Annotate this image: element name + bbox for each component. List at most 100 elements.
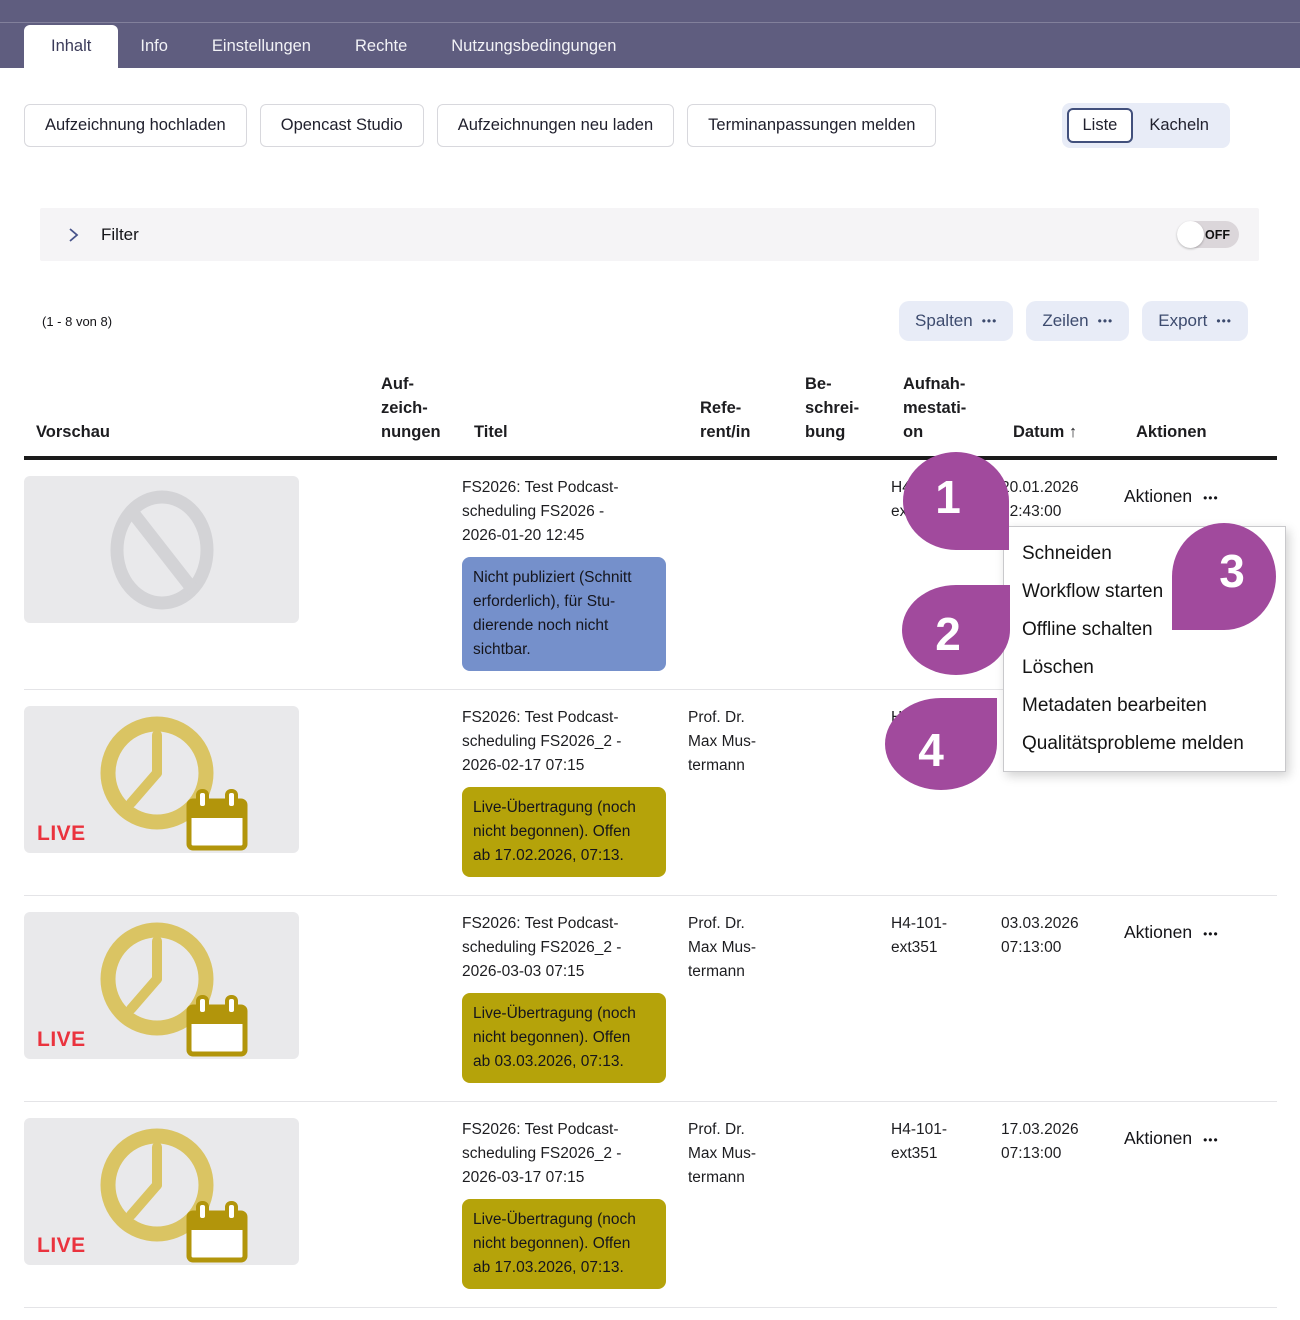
tab-rechte[interactable]: Rechte xyxy=(354,37,408,55)
blocked-icon xyxy=(103,486,221,614)
column-header-aufnah-mestati-on: Aufnah- mestati- on xyxy=(903,375,967,441)
table-row: LIVE FS2026: Test Podcast- scheduling FS2… xyxy=(24,690,1277,896)
status-badge: Nicht publiziert (Schnitt erforderlich),… xyxy=(462,557,666,671)
row-actions-button[interactable]: Aktionen ••• xyxy=(1124,486,1219,507)
referent-cell: Prof. Dr. Max Mus- termann xyxy=(688,915,757,980)
recording-title: FS2026: Test Podcast- scheduling FS2026 … xyxy=(462,479,619,544)
menu-item-metadaten-bearbeiten[interactable]: Metadaten bearbeiten xyxy=(1022,695,1207,716)
filter-accordion[interactable]: Filter OFF xyxy=(40,208,1259,261)
status-badge: Live-Übertragung (noch nicht begonnen). … xyxy=(462,993,666,1083)
row-actions-button[interactable]: Aktionen ••• xyxy=(1124,922,1219,943)
ellipsis-icon: ••• xyxy=(1203,491,1219,505)
date-cell: 20.01.2026 12:43:00 xyxy=(1001,479,1079,520)
preview-thumbnail[interactable] xyxy=(24,476,299,623)
table-header: Vorschau Auf- zeich- nungen Titel Refe- ren… xyxy=(24,365,1277,460)
column-header-vorschau: Vorschau xyxy=(36,423,110,441)
callout-balloon-3: 3 xyxy=(1172,523,1276,630)
callout-number: 4 xyxy=(918,724,944,776)
callout-number: 2 xyxy=(935,608,961,660)
tab-info[interactable]: Info xyxy=(140,37,168,55)
actions-context-menu: Schneiden Workflow starten Offline schalte… xyxy=(1003,526,1286,772)
zeilen-button[interactable]: Zeilen ••• xyxy=(1026,301,1130,341)
live-badge: LIVE xyxy=(37,1234,86,1257)
preview-cell: LIVE xyxy=(24,912,369,1083)
preview-thumbnail[interactable]: LIVE xyxy=(24,706,299,853)
table-row: LIVE FS2026: Test Podcast- scheduling FS2… xyxy=(24,1102,1277,1308)
ellipsis-icon: ••• xyxy=(1203,927,1219,941)
top-navbar: Inhalt Info Einstellungen Rechte Nutzungsbed… xyxy=(0,0,1300,68)
zeilen-label: Zeilen xyxy=(1042,311,1089,330)
recordings-cell xyxy=(369,912,462,1083)
recordings-table: Vorschau Auf- zeich- nungen Titel Refe- ren… xyxy=(24,365,1277,1320)
column-header-datum[interactable]: Datum ↑ xyxy=(1013,423,1078,441)
actions-cell: Aktionen ••• xyxy=(1124,476,1277,671)
spalten-button[interactable]: Spalten ••• xyxy=(899,301,1014,341)
preview-cell: LIVE xyxy=(24,706,369,877)
column-header-auf-zeich-nungen: Auf- zeich- nungen xyxy=(381,375,441,441)
table-control-buttons: Spalten ••• Zeilen ••• Export ••• xyxy=(899,301,1248,341)
preview-thumbnail[interactable]: LIVE xyxy=(24,1118,299,1265)
referent-cell: Prof. Dr. Max Mus- termann xyxy=(688,709,757,774)
actions-cell: Aktionen ••• xyxy=(1124,912,1277,1083)
view-option-liste[interactable]: Liste xyxy=(1066,108,1134,143)
preview-cell: LIVE xyxy=(24,1118,369,1289)
aufzeichnungen-neu-laden-button[interactable]: Aufzeichnungen neu laden xyxy=(436,104,675,147)
title-cell: FS2026: Test Podcast- scheduling FS2026 … xyxy=(462,476,688,671)
filter-toggle[interactable]: OFF xyxy=(1177,221,1239,248)
date-cell: 03.03.2026 07:13:00 xyxy=(1001,915,1079,956)
station-cell: H4-101- ext351 xyxy=(891,1121,947,1162)
preview-thumbnail[interactable]: LIVE xyxy=(24,912,299,1059)
clock-calendar-icon xyxy=(57,913,267,1059)
column-header-titel: Titel xyxy=(474,423,508,441)
description-cell xyxy=(793,476,891,671)
terminanpassungen-melden-button[interactable]: Terminanpassungen melden xyxy=(687,104,937,147)
column-header-be-schrei-bung: Be- schrei- bung xyxy=(805,375,860,441)
description-cell xyxy=(793,912,891,1083)
actions-label: Aktionen xyxy=(1124,486,1193,506)
export-button[interactable]: Export ••• xyxy=(1142,301,1248,341)
date-cell: 17.03.2026 07:13:00 xyxy=(1001,1121,1079,1162)
status-badge: Live-Übertragung (noch nicht begonnen). … xyxy=(462,1199,666,1289)
column-header-refe-rent-in: Refe- rent/in xyxy=(700,399,751,441)
export-label: Export xyxy=(1158,311,1208,330)
tab-inhalt[interactable]: Inhalt xyxy=(24,25,119,68)
callout-balloon-2: 2 xyxy=(902,585,1010,675)
ellipsis-icon: ••• xyxy=(981,314,998,328)
actions-label: Aktionen xyxy=(1124,922,1193,942)
clock-calendar-icon xyxy=(57,1119,267,1265)
tab-einstellungen[interactable]: Einstellungen xyxy=(211,37,311,55)
clock-calendar-icon xyxy=(57,707,267,853)
recordings-cell xyxy=(369,706,462,877)
live-badge: LIVE xyxy=(37,1028,86,1051)
row-actions-button[interactable]: Aktionen ••• xyxy=(1124,1128,1219,1149)
callout-balloon-4: 4 xyxy=(885,698,997,790)
actions-label: Aktionen xyxy=(1124,1128,1193,1148)
sort-asc-icon: ↑ xyxy=(1064,423,1078,441)
recordings-cell xyxy=(369,1118,462,1289)
menu-item-löschen[interactable]: Löschen xyxy=(1022,657,1094,678)
actions-cell: Aktionen ••• xyxy=(1124,1118,1277,1289)
opencast-studio-button[interactable]: Opencast Studio xyxy=(259,104,424,147)
aufzeichnung-hochladen-button[interactable]: Aufzeichnung hochladen xyxy=(24,104,247,147)
table-row: FS2026: Test Podcast- scheduling FS2026 … xyxy=(24,460,1277,690)
title-cell: FS2026: Test Podcast- scheduling FS2026_… xyxy=(462,912,688,1083)
menu-item-schneiden[interactable]: Schneiden xyxy=(1022,543,1112,564)
recording-title: FS2026: Test Podcast- scheduling FS2026_… xyxy=(462,1121,622,1186)
status-badge: Live-Übertragung (noch nicht begonnen). … xyxy=(462,787,666,877)
menu-item-workflow-starten[interactable]: Workflow starten xyxy=(1022,581,1164,602)
tab-nutzungsbedingungen[interactable]: Nutzungsbedingungen xyxy=(451,37,617,55)
recording-title: FS2026: Test Podcast- scheduling FS2026_… xyxy=(462,709,622,774)
column-header-aktionen: Aktionen xyxy=(1136,423,1207,441)
chevron-right-icon xyxy=(66,227,81,243)
live-badge: LIVE xyxy=(37,822,86,845)
callout-balloon-1: 1 xyxy=(903,452,1009,550)
preview-cell xyxy=(24,476,369,671)
title-cell: FS2026: Test Podcast- scheduling FS2026_… xyxy=(462,706,688,877)
toggle-off-label: OFF xyxy=(1205,227,1230,242)
view-option-kacheln[interactable]: Kacheln xyxy=(1149,116,1209,134)
referent-cell xyxy=(688,476,793,671)
menu-item-offline-schalten[interactable]: Offline schalten xyxy=(1022,619,1153,640)
menu-item-qualitätsprobleme-melden[interactable]: Qualitätsprobleme melden xyxy=(1022,733,1244,754)
